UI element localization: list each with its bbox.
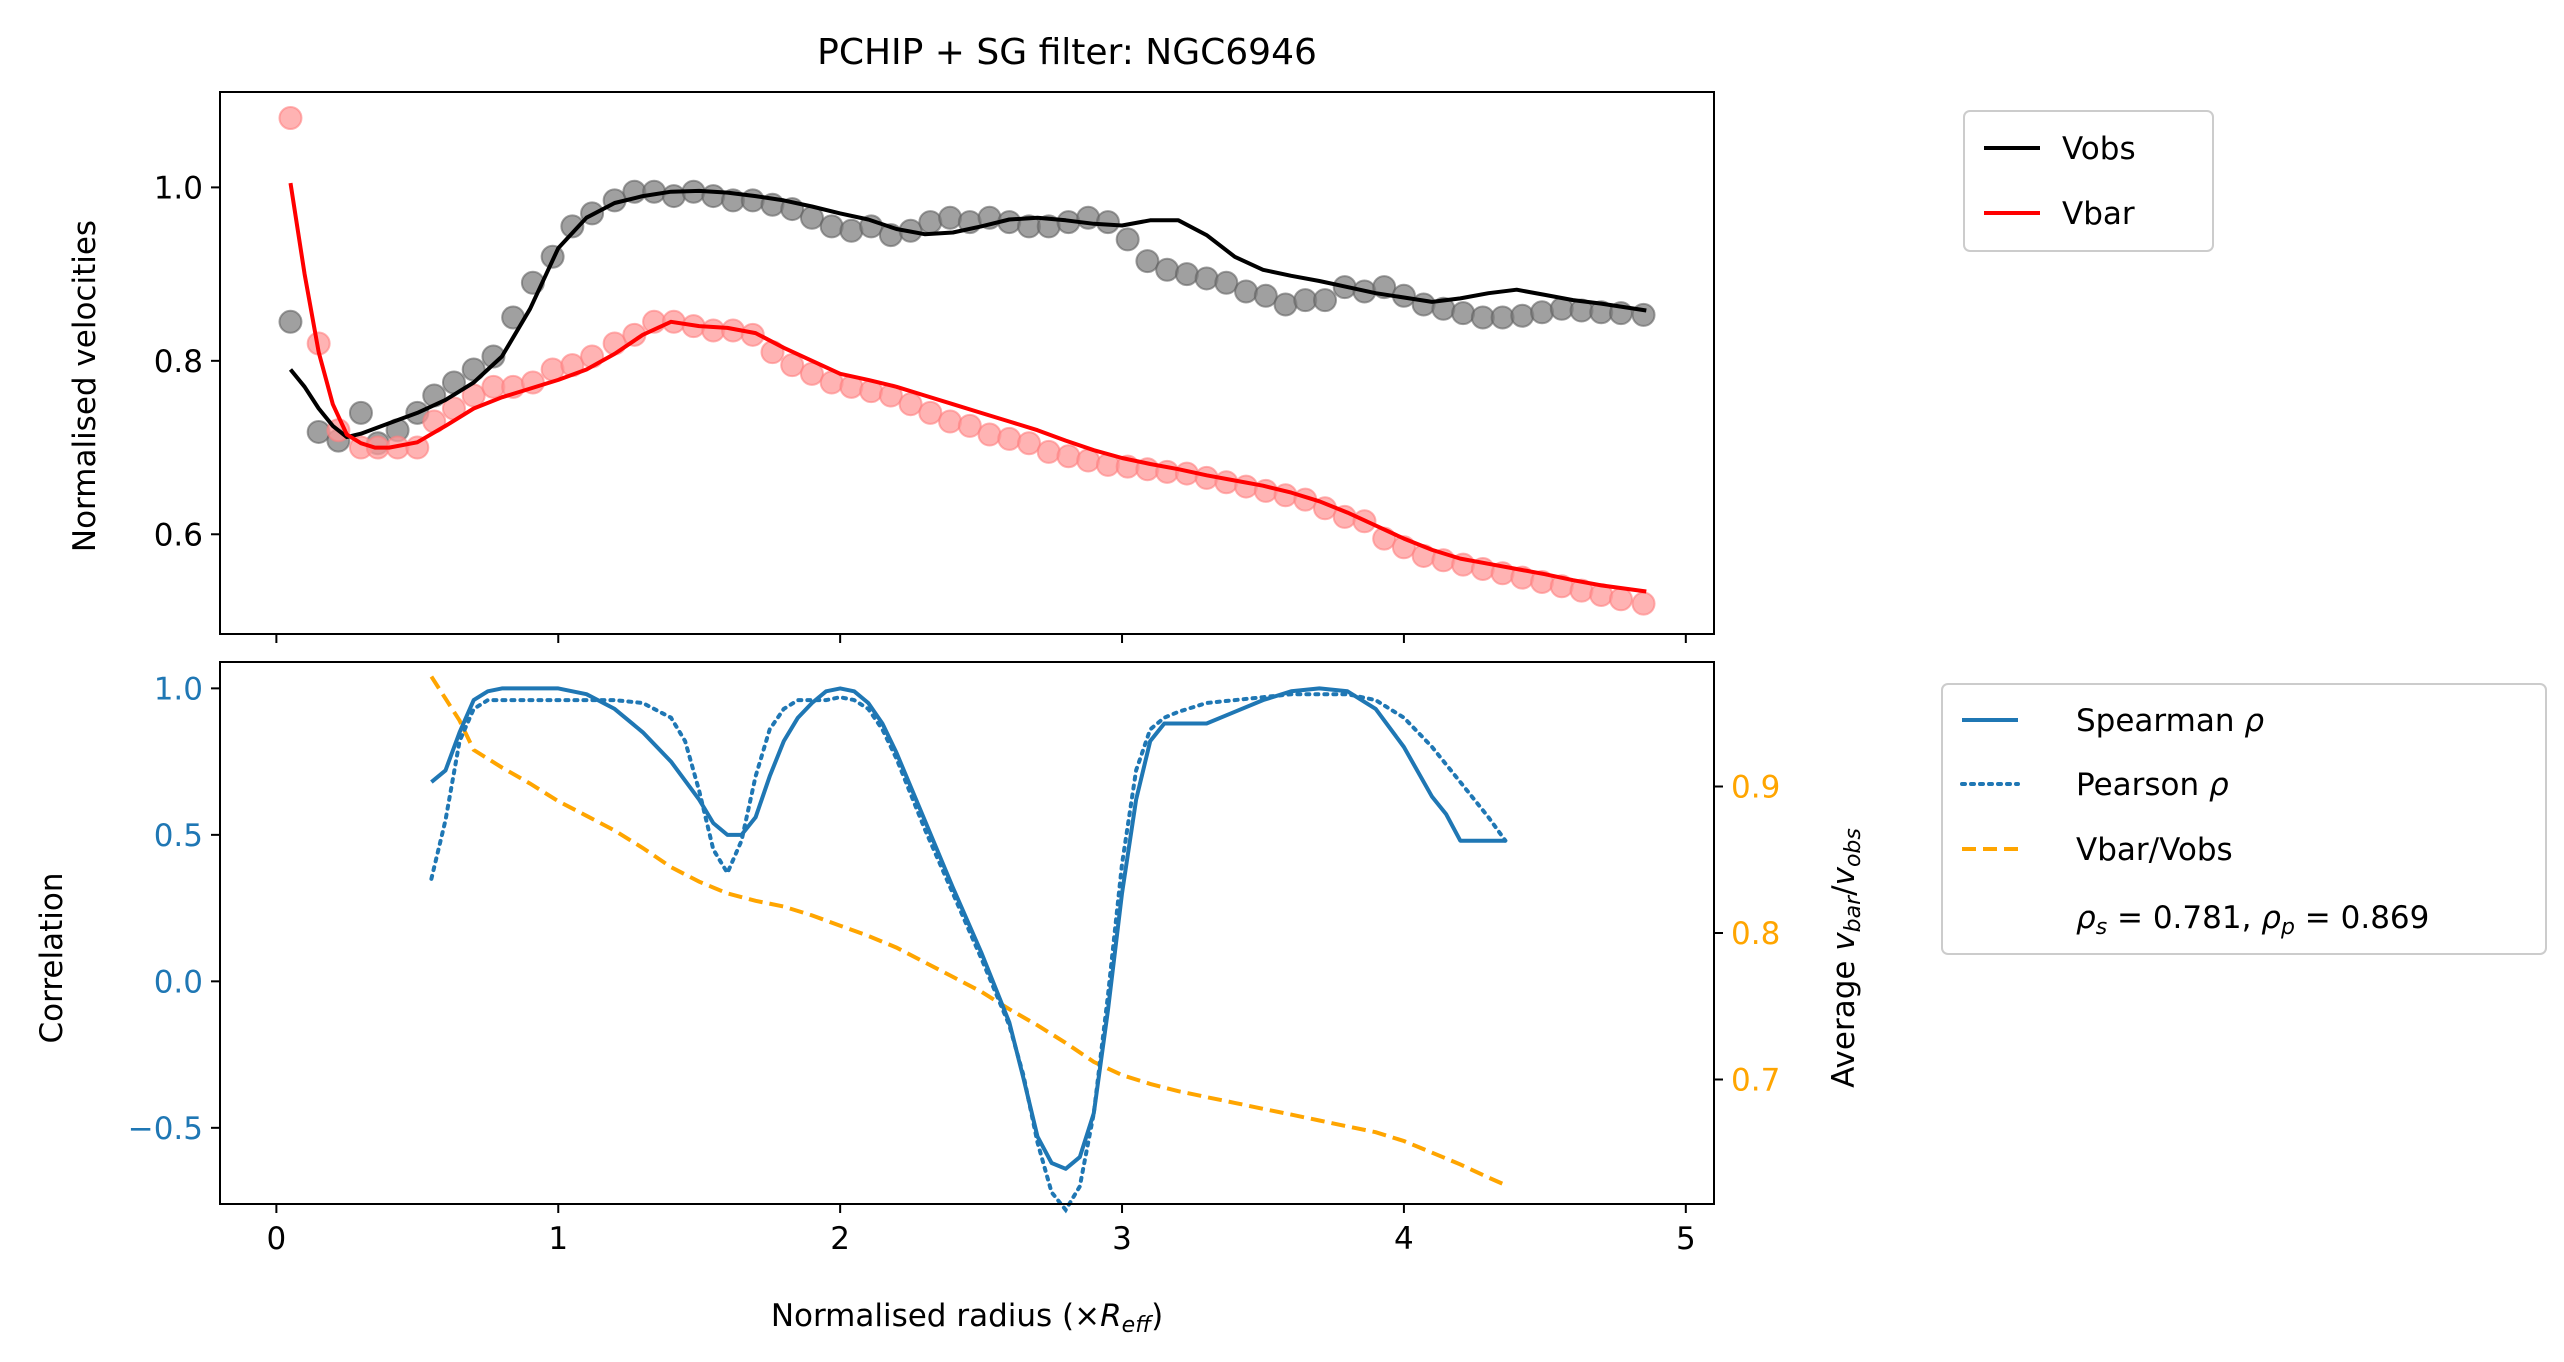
legend-vobs-label: Vobs: [2062, 131, 2136, 167]
vbar-data-point: [481, 374, 506, 399]
vbar-data-point: [957, 413, 982, 438]
top-y-tick-label: 0.8: [154, 344, 203, 380]
left-y-tick-label: −0.5: [128, 1111, 203, 1147]
vbar-data-point: [602, 331, 627, 356]
x-tick-label: 2: [830, 1221, 850, 1257]
bottom-legend: Spearman ρ Pearson ρ Vbar/Vobs ρs = 0.78…: [1941, 683, 2547, 955]
vbar-vobs-ratio-line: [429, 675, 1507, 1187]
legend-ratio-label: Vbar/Vobs: [2076, 832, 2233, 868]
vobs-data-point: [1155, 257, 1180, 282]
top-y-axis-label: Normalised velocities: [67, 220, 103, 552]
vobs-data-point: [481, 344, 506, 369]
vobs-data-point: [839, 218, 864, 243]
legend-pearson-label: Pearson ρ: [2076, 767, 2229, 803]
vobs-data-point: [1214, 270, 1239, 295]
vbar-data-point: [977, 422, 1002, 447]
top-scatter-points: [278, 106, 1656, 616]
x-tick-label: 4: [1394, 1221, 1414, 1257]
left-y-tick-label: 1.0: [154, 671, 203, 707]
x-tick-label: 1: [548, 1221, 568, 1257]
vbar-data-point: [780, 353, 805, 378]
right-y-tick-label: 0.9: [1731, 770, 1780, 806]
vobs-data-point: [1312, 288, 1337, 313]
vobs-data-point: [560, 214, 585, 239]
vbar-data-point: [740, 322, 765, 347]
vobs-data-point: [819, 214, 844, 239]
legend-spearman-label: Spearman ρ: [2076, 703, 2264, 739]
vbar-data-point: [1056, 444, 1081, 469]
vobs-data-point: [918, 210, 943, 235]
vbar-data-point: [938, 409, 963, 434]
vbar-data-point: [1631, 591, 1656, 616]
vobs-data-point: [1470, 305, 1495, 330]
vobs-data-point: [1411, 292, 1436, 317]
left-y-tick-label: 0.0: [154, 964, 203, 1000]
vobs-data-point: [1135, 249, 1160, 274]
vobs-data-point: [1451, 301, 1476, 326]
vobs-data-point: [1293, 288, 1318, 313]
vobs-data-point: [1273, 292, 1298, 317]
x-tick-label: 3: [1112, 1221, 1132, 1257]
vobs-data-point: [740, 188, 765, 213]
right-y-tick-label: 0.7: [1731, 1062, 1780, 1098]
left-y-tick-label: 0.5: [154, 818, 203, 854]
vobs-data-point: [1530, 300, 1555, 325]
vbar-data-point: [701, 318, 726, 343]
vbar-data-point: [1608, 587, 1633, 612]
vobs-data-point: [1174, 262, 1199, 287]
vbar-data-point: [1036, 439, 1061, 464]
right-y-axis-label: Average vbar/vobs: [1826, 828, 1866, 1088]
correlation-lines: [429, 675, 1508, 1214]
vobs-data-point: [661, 184, 686, 209]
vobs-data-point: [1095, 210, 1120, 235]
vbar-data-point: [278, 106, 303, 131]
vobs-data-point: [938, 205, 963, 230]
top-fit-lines: [288, 182, 1647, 594]
bottom-legend-box: [1941, 683, 2547, 955]
vbar-data-point: [1234, 474, 1259, 499]
top-axes-frame: [219, 91, 1715, 635]
spearman-line: [430, 686, 1506, 1171]
legend-vbar-label: Vbar: [2062, 196, 2135, 232]
vobs-fit-line: [288, 188, 1647, 440]
x-axis-label: Normalised radius (×Reff): [771, 1298, 1163, 1338]
chart-title: PCHIP + SG filter: NGC6946: [817, 32, 1317, 73]
vbar-fit-line: [288, 182, 1647, 594]
bottom-axis-ticks: −0.5 0.0 0.5 1.0 0.7 0.8 0.9 0 1 2 3 4 5: [128, 671, 1781, 1257]
vbar-data-point: [997, 426, 1022, 451]
top-y-tick-label: 1.0: [154, 170, 203, 206]
vbar-data-point: [918, 400, 943, 425]
vobs-data-point: [1253, 283, 1278, 308]
vobs-data-point: [1115, 227, 1140, 252]
vobs-data-point: [348, 400, 373, 425]
top-y-tick-label: 0.6: [154, 517, 203, 553]
vbar-data-point: [898, 392, 923, 417]
vbar-data-point: [1017, 431, 1042, 456]
velocity-panel: PCHIP + SG filter: NGC6946 Normalised ve…: [67, 32, 1715, 643]
top-axis-ticks: 0.6 0.8 1.0: [154, 170, 1687, 643]
vobs-data-point: [1510, 303, 1535, 328]
vobs-data-point: [278, 309, 303, 334]
pearson-line: [429, 692, 1508, 1214]
right-y-tick-label: 0.8: [1731, 916, 1780, 952]
bottom-axes-frame: [219, 661, 1715, 1205]
vobs-data-point: [1194, 266, 1219, 291]
correlation-panel: Correlation Average vbar/vobs Normalised…: [34, 661, 1866, 1338]
x-tick-label: 5: [1676, 1221, 1696, 1257]
vobs-data-point: [1234, 279, 1259, 304]
bottom-y-axis-label: Correlation: [34, 873, 70, 1044]
top-legend: Vobs Vbar: [1963, 110, 2214, 252]
vobs-data-point: [306, 419, 331, 444]
vobs-data-point: [701, 184, 726, 209]
vobs-data-point: [1490, 305, 1515, 330]
legend-stats-label: ρs = 0.781, ρp = 0.869: [2076, 900, 2429, 940]
x-tick-label: 0: [267, 1221, 287, 1257]
vbar-data-point: [1076, 448, 1101, 473]
